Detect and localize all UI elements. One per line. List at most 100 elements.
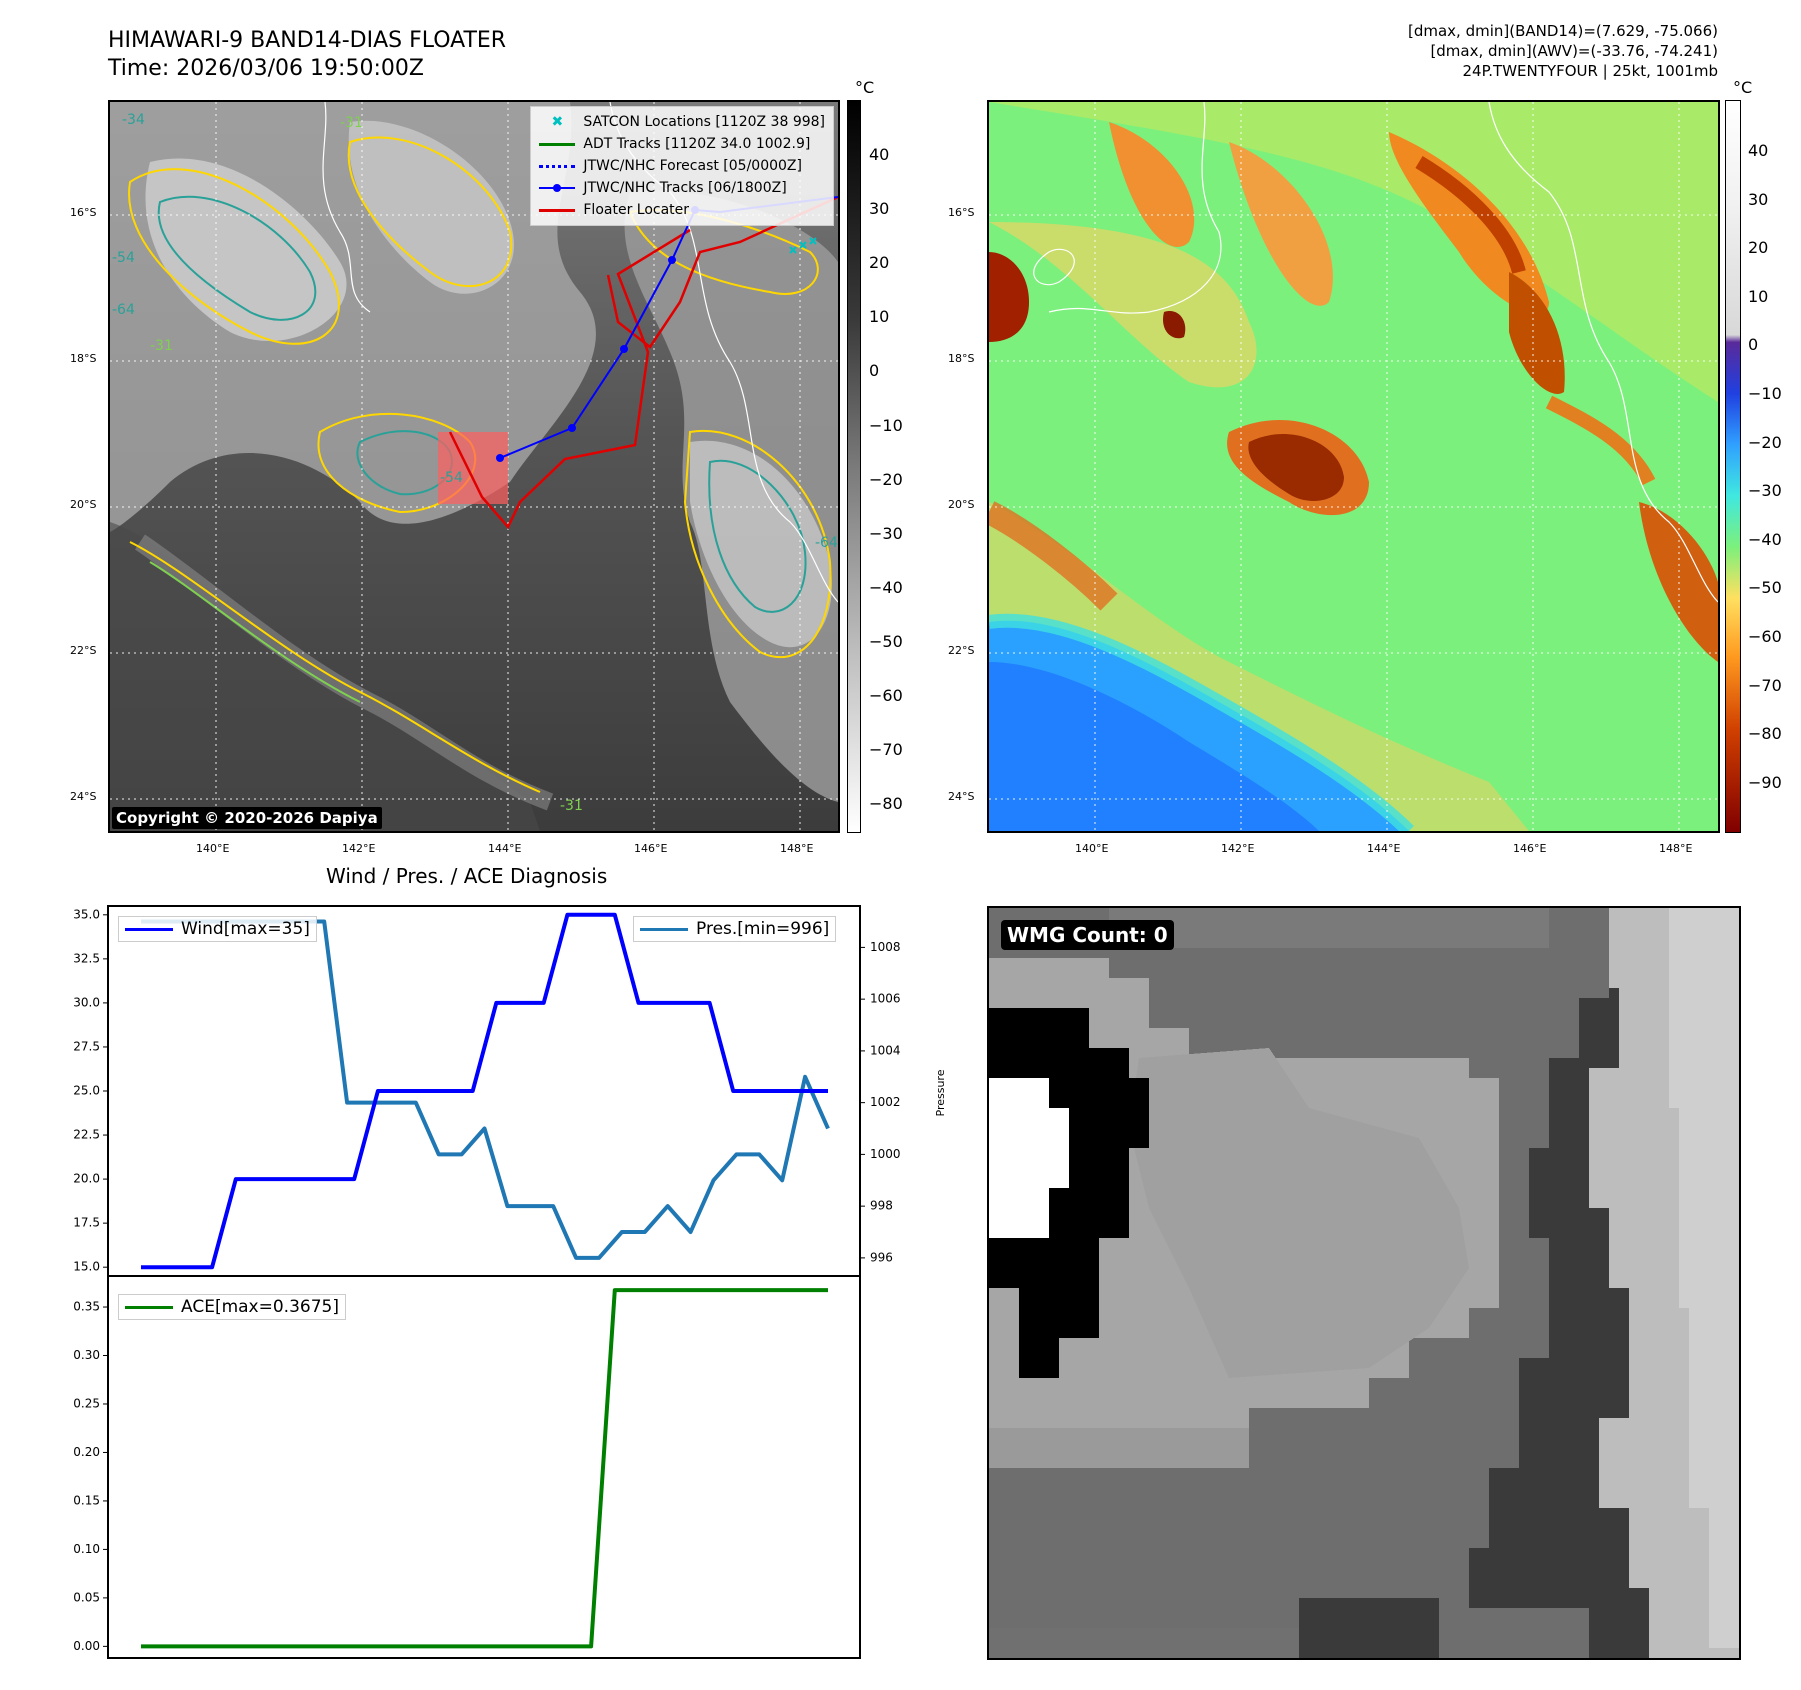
wind-tick-label: 32.5: [73, 951, 100, 965]
colorbar-tick: 30: [1748, 189, 1769, 209]
contour-label: -31: [150, 338, 173, 354]
wind-series-line: [141, 912, 828, 1270]
legend-label: SATCON Locations [1120Z 38 998]: [583, 114, 825, 130]
lat-label: 22°S: [70, 644, 97, 657]
figure-title-line1: HIMAWARI-9 BAND14-DIAS FLOATER: [108, 28, 507, 53]
lon-label: 148°E: [780, 842, 814, 855]
ace-tick-label: 0.00: [73, 1639, 100, 1653]
contour-label: -64: [112, 302, 135, 318]
legend-label: Wind[max=35]: [181, 919, 310, 939]
legend-label: ADT Tracks [1120Z 34.0 1002.9]: [583, 136, 811, 152]
ace-series-line: [141, 1288, 828, 1649]
wind-tick-label: 30.0: [73, 995, 100, 1009]
colorbar-tick: −20: [869, 469, 903, 489]
dotted-line-icon: [539, 164, 576, 168]
info-line-3: 24P.TWENTYFOUR | 25kt, 1001mb: [1462, 62, 1718, 80]
wind-tick-label: 20.0: [73, 1172, 100, 1186]
floater-locater-track: [606, 195, 838, 349]
colorbar-tick: 20: [1748, 238, 1769, 258]
colorbar-tick: 0: [869, 361, 880, 381]
legend-item-jtwc-forecast: JTWC/NHC Forecast [05/0000Z]: [539, 155, 825, 177]
lon-label: 144°E: [1367, 842, 1401, 855]
legend-item-pressure: Pres.[min=996]: [640, 918, 829, 940]
colorbar-tick: 40: [1748, 141, 1769, 160]
colorbar-tick: 40: [869, 145, 890, 164]
lon-label: 142°E: [1221, 842, 1255, 855]
colorbar-tick: −40: [869, 577, 903, 597]
ace-tick-label: 0.25: [73, 1396, 100, 1410]
wind-legend: Wind[max=35]: [118, 916, 317, 942]
pressure-legend: Pres.[min=996]: [633, 916, 837, 942]
legend-label: Pres.[min=996]: [696, 919, 830, 939]
colorbar-tick: −90: [1748, 772, 1782, 792]
colorbar-tick: −30: [869, 523, 903, 543]
colorbar-tick: 10: [869, 307, 890, 327]
colorbar-tick: −50: [869, 631, 903, 651]
awv-colorbar: [1725, 100, 1741, 833]
satcon-marker-icon: ✖: [551, 114, 564, 130]
pressure-tick-label: 1006: [870, 992, 901, 1006]
lon-label: 146°E: [1513, 842, 1547, 855]
wmg-image: [989, 908, 1739, 1658]
contour-label: -34: [122, 112, 145, 128]
lon-label: 148°E: [1659, 842, 1693, 855]
wmg-count-badge: WMG Count: 0: [1001, 920, 1174, 950]
pressure-tick-label: 1008: [870, 940, 901, 954]
floater-box: [438, 432, 508, 504]
colorbar-unit: °C: [1733, 78, 1753, 97]
contour-label: -54: [440, 470, 463, 486]
legend-item-floater: Floater Locater: [539, 199, 825, 221]
pressure-axis-label: Pressure: [934, 1069, 947, 1116]
colorbar-tick: 30: [869, 199, 890, 219]
colorbar-tick: −20: [1748, 432, 1782, 452]
contour-label: -54: [112, 250, 135, 266]
pressure-tick-label: 1004: [870, 1043, 901, 1057]
colorbar-unit: °C: [855, 78, 875, 97]
lon-label: 146°E: [634, 842, 668, 855]
ace-tick-label: 0.20: [73, 1445, 100, 1459]
ace-tick-label: 0.05: [73, 1590, 100, 1604]
legend-item-ace: ACE[max=0.3675]: [125, 1296, 339, 1318]
colorbar-tick: 0: [1748, 335, 1759, 355]
lat-label: 22°S: [948, 644, 975, 657]
legend-item-satcon: ✖ SATCON Locations [1120Z 38 998]: [539, 111, 826, 133]
ace-tick-label: 0.15: [73, 1493, 100, 1507]
colorbar-tick: −10: [1748, 384, 1782, 403]
ace-axes: [107, 1275, 861, 1659]
wmg-panel: WMG Count: 0: [987, 906, 1741, 1660]
lat-label: 16°S: [70, 206, 97, 219]
awv-imagery: [989, 102, 1718, 831]
colorbar-tick: −80: [1748, 724, 1782, 744]
ace-tick-label: 0.10: [73, 1542, 100, 1556]
map-legend: ✖ SATCON Locations [1120Z 38 998] ADT Tr…: [530, 106, 834, 226]
info-line-1: [dmax, dmin](BAND14)=(7.629, -75.066): [1407, 22, 1718, 40]
pressure-tick-label: 1002: [870, 1095, 901, 1109]
lon-label: 140°E: [1075, 842, 1109, 855]
colorbar-tick: 20: [869, 253, 890, 273]
diagnosis-title: Wind / Pres. / ACE Diagnosis: [326, 864, 608, 888]
colorbar-tick: −70: [1748, 675, 1782, 695]
colorbar-tick: −30: [1748, 481, 1782, 501]
lat-label: 24°S: [70, 790, 97, 803]
colorbar-tick: −10: [869, 415, 903, 435]
wind-tick-label: 35.0: [73, 907, 100, 921]
contour-label: -64: [815, 535, 838, 551]
colorbar-tick: −60: [1748, 627, 1782, 646]
legend-label: ACE[max=0.3675]: [181, 1297, 339, 1317]
copyright-badge: Copyright © 2020-2026 Dapiya: [112, 807, 382, 829]
adt-line-icon: [539, 142, 576, 146]
pressure-series-line: [141, 919, 830, 1260]
pressure-tick-label: 1000: [870, 1147, 901, 1161]
colorbar-tick: −50: [1748, 578, 1782, 598]
lat-label: 18°S: [70, 352, 97, 365]
band14-colorbar: [847, 100, 861, 833]
info-line-2: [dmax, dmin](AWV)=(-33.76, -74.241): [1430, 42, 1718, 60]
satcon-markers: [789, 237, 817, 254]
line-marker-icon: [539, 183, 576, 193]
pressure-tick-label: 998: [870, 1199, 893, 1213]
colorbar-tick: −70: [869, 740, 903, 760]
pressure-tick-label: 996: [870, 1250, 893, 1264]
ace-legend: ACE[max=0.3675]: [118, 1294, 346, 1320]
figure-title-line2: Time: 2026/03/06 19:50:00Z: [108, 56, 424, 81]
lat-label: 16°S: [948, 206, 975, 219]
